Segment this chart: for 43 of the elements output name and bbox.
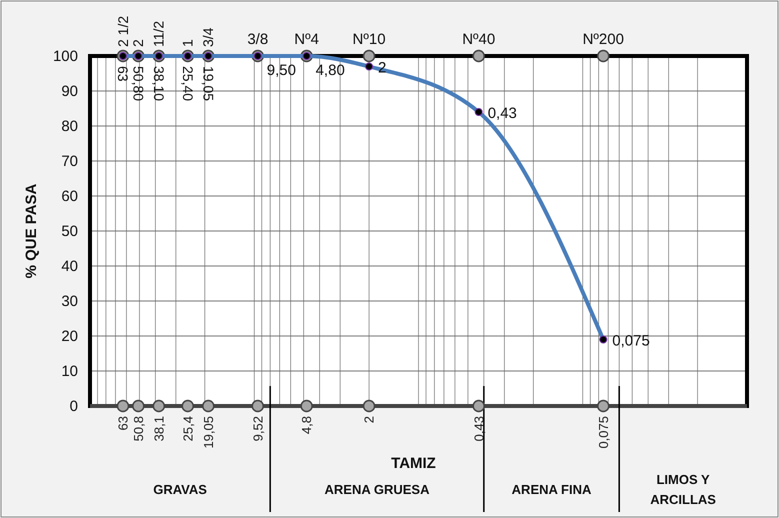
- annotation: 50,80: [130, 66, 146, 102]
- annotation: 2: [130, 39, 146, 47]
- x-tick-label: 0,075: [596, 416, 611, 449]
- annotation: 63: [115, 66, 132, 82]
- x-tick-label: 2: [362, 416, 377, 424]
- x-tick-label: 38,1: [151, 416, 166, 442]
- text: GRAVAS: [153, 482, 208, 497]
- text: ARENA GRUESA: [324, 482, 430, 497]
- y-tick-label: 100: [52, 48, 78, 65]
- annotation: 3/4: [200, 27, 216, 47]
- y-tick-label: 80: [61, 118, 78, 135]
- y-tick-label: 30: [61, 293, 78, 310]
- x-tick-label: 19,05: [200, 416, 216, 449]
- y-tick-label: 20: [61, 328, 78, 345]
- text: LIMOS Y ARCILLAS: [650, 472, 716, 507]
- annotation: 25,40: [180, 66, 196, 102]
- annotation: Nº10: [352, 31, 386, 48]
- y-tick-label: 10: [61, 363, 78, 380]
- x-tick-label: 25,4: [180, 416, 196, 442]
- x-tick-label: 4,8: [299, 416, 314, 434]
- y-tick-label: 90: [61, 83, 78, 100]
- annotation: 1: [180, 39, 196, 47]
- annotation: 0,43: [488, 105, 517, 122]
- annotation: 2 1/2: [114, 16, 131, 47]
- annotation: Nº200: [582, 31, 624, 48]
- annotation: 38,10: [150, 66, 167, 102]
- annotation: 11/2: [150, 20, 167, 47]
- text: ARENA FINA: [512, 482, 592, 497]
- x-axis-title: TAMIZ: [391, 455, 436, 472]
- annotation: 19,05: [200, 66, 216, 102]
- y-tick-label: 70: [61, 153, 78, 170]
- x-tick-label: 0,43: [471, 416, 486, 442]
- y-tick-label: 0: [70, 398, 78, 415]
- x-tick-label: 63: [116, 416, 131, 430]
- annotation: Nº4: [294, 31, 319, 48]
- y-axis-title: % QUE PASA: [23, 183, 40, 278]
- annotation: 3/8: [247, 31, 268, 48]
- x-tick-label: 50,8: [130, 416, 146, 442]
- y-tick-label: 50: [61, 223, 78, 240]
- y-tick-label: 60: [61, 188, 78, 205]
- annotation: Nº40: [462, 31, 496, 48]
- x-tick-label: 9,52: [250, 416, 266, 442]
- y-tick-label: 40: [61, 258, 78, 275]
